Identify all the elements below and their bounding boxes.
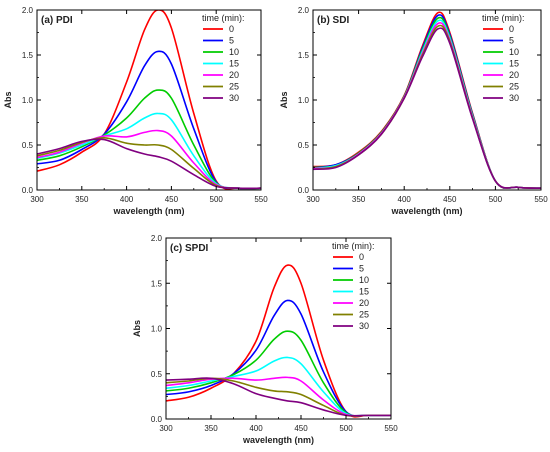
x-tick-label: 400 — [398, 195, 412, 204]
y-tick-label: 2.0 — [298, 6, 310, 15]
legend-label-10: 10 — [359, 275, 369, 285]
y-tick-label: 1.0 — [151, 325, 163, 334]
y-tick-label: 2.0 — [22, 6, 34, 15]
x-tick-label: 550 — [534, 195, 548, 204]
legend-label-25: 25 — [229, 82, 239, 92]
y-tick-label: 1.0 — [298, 96, 310, 105]
series-group — [313, 11, 541, 190]
y-tick-label: 0.0 — [151, 415, 163, 424]
series-line-10 — [37, 89, 261, 190]
chart-panel-3: 300 350 400 450 500 5500.00.51.01.52.0wavelen… — [132, 234, 398, 445]
legend-label-30: 30 — [509, 93, 519, 103]
y-tick-label: 0.0 — [22, 186, 34, 195]
series-group — [37, 10, 261, 190]
x-tick-label: 300 — [306, 195, 320, 204]
chart-panel-1: 300 350 400 450 500 5500.00.51.01.52.0wavelen… — [3, 6, 268, 216]
x-tick-label: 350 — [75, 195, 89, 204]
x-tick-label: 350 — [352, 195, 366, 204]
series-line-0 — [166, 264, 391, 418]
legend-label-30: 30 — [359, 321, 369, 331]
x-tick-label: 500 — [210, 195, 224, 204]
y-tick-label: 1.5 — [298, 51, 310, 60]
y-tick-label: 2.0 — [151, 234, 163, 243]
series-line-30 — [37, 138, 261, 190]
legend-label-5: 5 — [509, 36, 514, 46]
x-tick-label: 300 — [30, 195, 44, 204]
y-axis-label: Abs — [132, 320, 142, 337]
x-tick-label: 500 — [489, 195, 503, 204]
series-line-10 — [166, 330, 391, 417]
x-axis-label: wavelength (nm) — [242, 435, 314, 445]
legend-label-5: 5 — [229, 36, 234, 46]
plot-frame — [36, 9, 262, 191]
legend-label-0: 0 — [509, 24, 514, 34]
legend-title: time (min): — [202, 13, 245, 23]
legend-label-10: 10 — [229, 47, 239, 57]
x-tick-label: 300 — [159, 424, 173, 433]
x-tick-label: 400 — [249, 424, 263, 433]
series-line-5 — [37, 50, 261, 190]
panel-title: (a) PDI — [41, 15, 73, 26]
legend-label-25: 25 — [359, 310, 369, 320]
legend-label-25: 25 — [509, 82, 519, 92]
chart-panel-2: 300 350 400 450 500 5500.00.51.01.52.0wavelen… — [279, 6, 548, 216]
legend-label-0: 0 — [359, 252, 364, 262]
legend-label-10: 10 — [509, 47, 519, 57]
y-tick-label: 0.0 — [298, 186, 310, 195]
series-line-0 — [37, 10, 261, 190]
legend-label-15: 15 — [509, 59, 519, 69]
y-tick-label: 1.0 — [22, 96, 34, 105]
legend-title: time (min): — [332, 241, 375, 251]
x-tick-label: 450 — [294, 424, 308, 433]
x-axis-label: wavelength (nm) — [112, 206, 184, 216]
x-tick-label: 550 — [384, 424, 398, 433]
x-axis-label: wavelength (nm) — [390, 206, 462, 216]
series-group — [166, 264, 391, 418]
panel-title: (b) SDI — [317, 15, 349, 26]
legend-label-5: 5 — [359, 264, 364, 274]
x-tick-label: 500 — [339, 424, 353, 433]
y-axis-label: Abs — [3, 91, 13, 108]
series-line-25 — [313, 24, 541, 189]
y-tick-label: 0.5 — [22, 141, 34, 150]
legend-label-20: 20 — [229, 70, 239, 80]
legend-label-20: 20 — [509, 70, 519, 80]
legend-label-30: 30 — [229, 93, 239, 103]
series-line-30 — [166, 377, 391, 417]
series-line-30 — [313, 27, 541, 189]
legend-label-0: 0 — [229, 24, 234, 34]
x-tick-label: 550 — [254, 195, 268, 204]
y-tick-label: 0.5 — [151, 370, 163, 379]
y-tick-label: 0.5 — [298, 141, 310, 150]
legend-title: time (min): — [482, 13, 525, 23]
y-axis-label: Abs — [279, 91, 289, 108]
x-tick-label: 350 — [204, 424, 218, 433]
legend-label-20: 20 — [359, 298, 369, 308]
y-tick-label: 1.5 — [22, 51, 34, 60]
x-tick-label: 400 — [120, 195, 134, 204]
legend-label-15: 15 — [229, 59, 239, 69]
legend-label-15: 15 — [359, 287, 369, 297]
x-tick-label: 450 — [165, 195, 179, 204]
y-tick-label: 1.5 — [151, 279, 163, 288]
panel-title: (c) SPDI — [170, 243, 209, 254]
x-tick-label: 450 — [443, 195, 457, 204]
